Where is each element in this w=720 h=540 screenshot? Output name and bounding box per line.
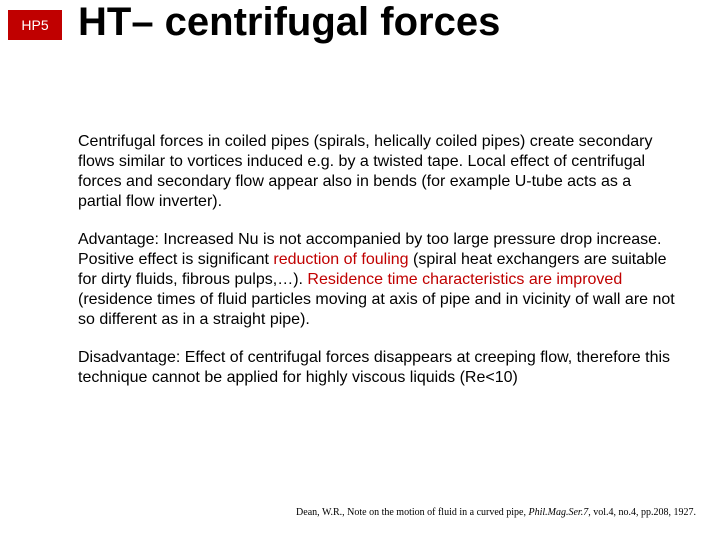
para-2-highlight-2: Residence time characteristics are impro… (307, 271, 622, 288)
slide-badge-label: HP5 (21, 17, 48, 33)
para-2-highlight-1: reduction of fouling (273, 251, 408, 268)
para-3: Disadvantage: Effect of centrifugal forc… (78, 348, 676, 388)
slide-body: Centrifugal forces in coiled pipes (spir… (78, 132, 676, 406)
para-1: Centrifugal forces in coiled pipes (spir… (78, 132, 676, 212)
citation-footer: Dean, W.R., Note on the motion of fluid … (296, 507, 696, 518)
para-2-text-3: (residence times of fluid particles movi… (78, 291, 675, 328)
slide-badge: HP5 (8, 10, 62, 40)
para-2: Advantage: Increased Nu is not accompani… (78, 230, 676, 330)
citation-text-1: Dean, W.R., Note on the motion of fluid … (296, 507, 528, 518)
para-3-text: Disadvantage: Effect of centrifugal forc… (78, 349, 670, 386)
citation-text-2: , vol.4, no.4, pp.208, 1927. (588, 507, 696, 518)
citation-journal: Phil.Mag.Ser.7 (529, 507, 589, 518)
para-1-text: Centrifugal forces in coiled pipes (spir… (78, 133, 653, 210)
slide-title: HT– centrifugal forces (78, 0, 500, 45)
slide: HP5 HT– centrifugal forces Centrifugal f… (0, 0, 720, 540)
